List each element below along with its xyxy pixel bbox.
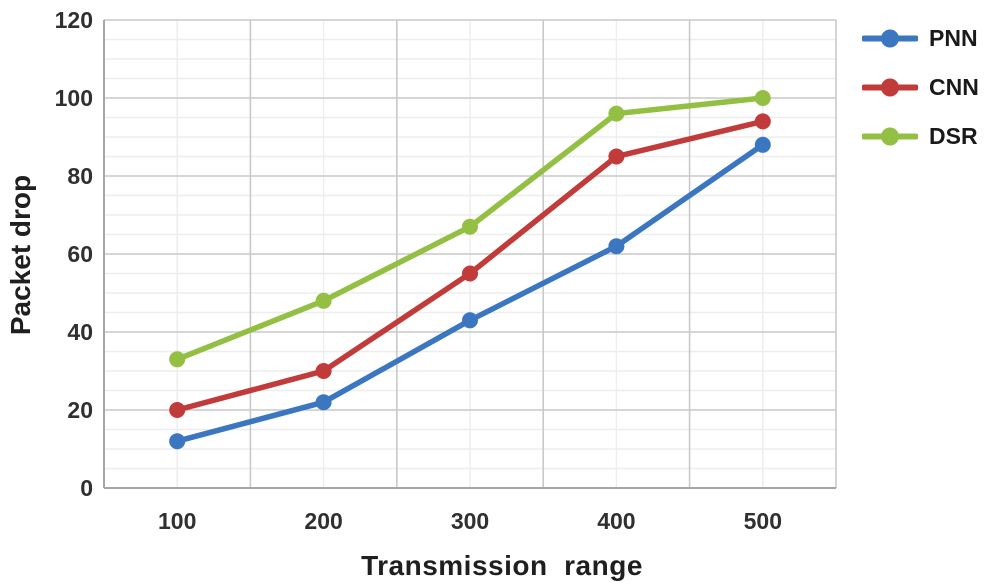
data-point-dsr-300: [462, 218, 478, 235]
legend-dot: [881, 127, 899, 146]
data-point-pnn-300: [462, 312, 478, 329]
data-point-pnn-400: [608, 238, 625, 255]
x-tick-label-400: 400: [597, 508, 635, 534]
legend-marker-cnn-icon: [862, 78, 918, 97]
y-tick-label-80: 80: [67, 163, 93, 189]
y-tick-label-0: 0: [80, 475, 93, 501]
data-point-cnn-100: [169, 402, 186, 418]
legend-label-cnn: CNN: [929, 74, 979, 100]
data-point-dsr-100: [169, 351, 186, 368]
data-point-pnn-200: [315, 394, 332, 411]
y-axis-title: Packet drop: [5, 174, 36, 336]
y-tick-label-100: 100: [55, 85, 93, 111]
legend-marker-dsr-icon: [862, 127, 918, 146]
data-point-dsr-200: [315, 292, 332, 309]
data-point-cnn-300: [462, 265, 478, 282]
data-point-pnn-500: [754, 136, 771, 153]
data-point-cnn-400: [608, 148, 625, 165]
legend-label-dsr: DSR: [929, 123, 978, 149]
y-tick-label-20: 20: [67, 397, 93, 423]
legend-item-cnn: CNN: [862, 74, 979, 100]
y-tick-label-120: 120: [55, 7, 93, 33]
data-point-dsr-500: [754, 90, 771, 106]
data-point-dsr-400: [608, 105, 625, 122]
y-tick-label-40: 40: [67, 319, 93, 345]
legend-dot: [881, 29, 899, 48]
legend-marker-pnn-icon: [862, 29, 918, 48]
x-tick-label-500: 500: [744, 508, 782, 534]
legend-dot: [881, 78, 899, 97]
legend-item-pnn: PNN: [862, 25, 979, 51]
legend: PNN CNN DSR: [862, 25, 979, 149]
x-axis-title: Transmission range: [361, 550, 643, 581]
x-tick-label-200: 200: [304, 508, 342, 534]
x-tick-label-300: 300: [451, 508, 489, 534]
legend-item-dsr: DSR: [862, 123, 979, 149]
y-tick-label-60: 60: [67, 241, 93, 267]
data-point-cnn-200: [315, 363, 332, 379]
data-point-pnn-100: [169, 433, 186, 450]
data-point-cnn-500: [754, 113, 771, 130]
x-tick-label-100: 100: [158, 508, 196, 534]
legend-label-pnn: PNN: [929, 25, 978, 51]
